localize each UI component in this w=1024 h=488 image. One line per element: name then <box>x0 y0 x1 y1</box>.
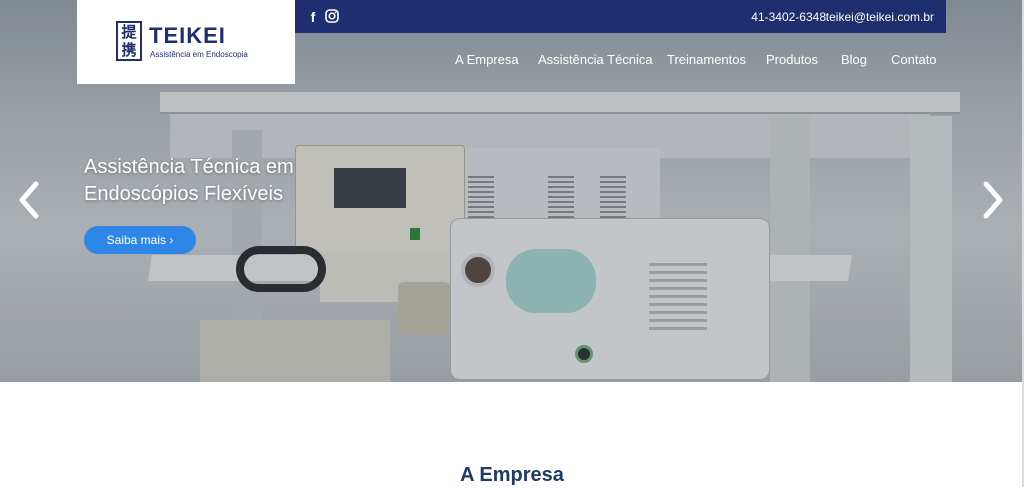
phone-number[interactable]: 41-3402-6348 <box>751 10 826 24</box>
nav-item-blog[interactable]: Blog <box>841 52 868 67</box>
logo-mark-icon: 提 携 <box>116 21 142 61</box>
nav-item-treinamentos[interactable]: Treinamentos <box>667 52 746 67</box>
nav-item-a-empresa[interactable]: A Empresa <box>455 52 519 67</box>
top-bar: f 41-3402-6348 teikei@teikei.com.br <box>295 0 946 33</box>
facebook-icon[interactable]: f <box>310 9 316 25</box>
hero-image-shelf <box>160 92 960 114</box>
hero-image-processor <box>450 218 770 380</box>
site-logo[interactable]: 提 携 TEIKEI Assistência em Endoscopia <box>77 0 295 84</box>
saiba-mais-button[interactable]: Saiba mais › <box>84 226 196 254</box>
logo-tagline: Assistência em Endoscopia <box>150 50 248 59</box>
main-nav: A Empresa Assistência Técnica Treinament… <box>455 51 945 69</box>
chevron-right-icon[interactable] <box>978 180 1006 220</box>
chevron-left-icon[interactable] <box>16 180 44 220</box>
nav-item-contato[interactable]: Contato <box>891 52 937 67</box>
hero-title: Assistência Técnica em Endoscópios Flexí… <box>84 156 294 205</box>
hero-image-light-source <box>295 145 465 257</box>
nav-item-produtos[interactable]: Produtos <box>766 52 819 67</box>
email-address[interactable]: teikei@teikei.com.br <box>825 10 934 24</box>
instagram-icon[interactable] <box>325 9 341 25</box>
logo-name: TEIKEI <box>149 23 226 48</box>
nav-item-assistencia-tecnica[interactable]: Assistência Técnica <box>538 52 653 67</box>
section-title: A Empresa <box>460 464 564 486</box>
